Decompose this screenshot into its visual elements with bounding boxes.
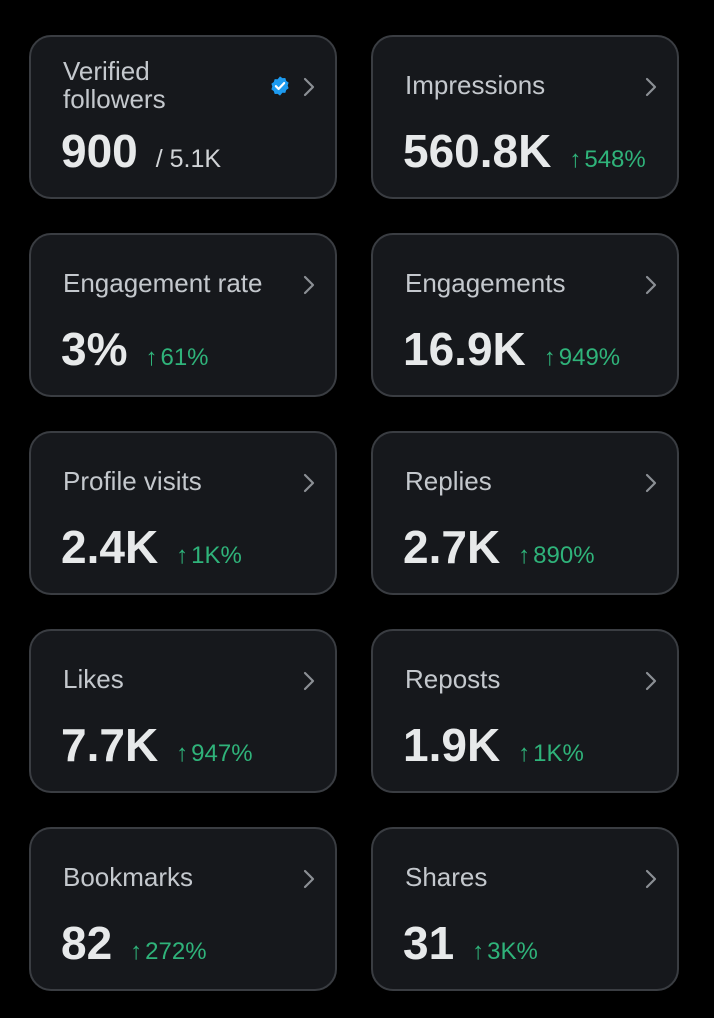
arrow-up-icon: ↑ bbox=[176, 542, 189, 569]
metric-card-replies[interactable]: Replies 2.7K ↑ 890% bbox=[371, 431, 679, 595]
metric-label: Engagement rate bbox=[63, 268, 263, 298]
metric-change: ↑ 949% bbox=[544, 344, 620, 372]
metric-value: 900 bbox=[61, 125, 138, 177]
metric-change-value: 949% bbox=[558, 344, 621, 371]
metric-change: ↑ 61% bbox=[145, 344, 208, 372]
metric-value-row: 31 ↑ 3K% bbox=[403, 913, 538, 973]
chevron-right-icon[interactable] bbox=[641, 669, 661, 693]
metric-value: 82 bbox=[61, 917, 113, 969]
metric-change-value: 1K% bbox=[191, 542, 242, 569]
metric-value-row: 3% ↑ 61% bbox=[61, 319, 209, 379]
arrow-up-icon: ↑ bbox=[518, 740, 531, 767]
chevron-right-icon[interactable] bbox=[299, 273, 319, 297]
metric-value: 2.7K bbox=[403, 521, 501, 573]
metric-card-profile-visits[interactable]: Profile visits 2.4K ↑ 1K% bbox=[29, 431, 337, 595]
chevron-right-icon[interactable] bbox=[299, 471, 319, 495]
metric-label: Bookmarks bbox=[63, 862, 194, 892]
metric-value: 16.9K bbox=[403, 323, 526, 375]
metric-label: Impressions bbox=[405, 70, 546, 100]
chevron-right-icon[interactable] bbox=[641, 867, 661, 891]
chevron-right-icon[interactable] bbox=[641, 471, 661, 495]
metric-card-shares[interactable]: Shares 31 ↑ 3K% bbox=[371, 827, 679, 991]
metric-total: / 5.1K bbox=[155, 145, 222, 173]
metric-change: ↑ 3K% bbox=[472, 938, 538, 966]
arrow-up-icon: ↑ bbox=[176, 740, 189, 767]
metric-value-row: 1.9K ↑ 1K% bbox=[403, 715, 584, 775]
metric-change: ↑ 272% bbox=[130, 938, 206, 966]
metric-card-engagement-rate[interactable]: Engagement rate 3% ↑ 61% bbox=[29, 233, 337, 397]
arrow-up-icon: ↑ bbox=[145, 344, 158, 371]
metric-value-row: 900 / 5.1K bbox=[61, 121, 221, 181]
metric-card-impressions[interactable]: Impressions 560.8K ↑ 548% bbox=[371, 35, 679, 199]
arrow-up-icon: ↑ bbox=[518, 542, 531, 569]
chevron-right-icon[interactable] bbox=[299, 669, 319, 693]
metric-label: Replies bbox=[405, 466, 492, 496]
metric-value: 2.4K bbox=[61, 521, 159, 573]
metric-change: ↑ 890% bbox=[518, 542, 594, 570]
metric-value-row: 7.7K ↑ 947% bbox=[61, 715, 253, 775]
chevron-right-icon[interactable] bbox=[641, 75, 661, 99]
metric-change-value: 3K% bbox=[487, 938, 538, 965]
metric-card-engagements[interactable]: Engagements 16.9K ↑ 949% bbox=[371, 233, 679, 397]
chevron-right-icon[interactable] bbox=[641, 273, 661, 297]
metric-change-value: 890% bbox=[533, 542, 595, 569]
metric-value: 7.7K bbox=[61, 719, 159, 771]
arrow-up-icon: ↑ bbox=[472, 938, 485, 965]
metric-change: ↑ 1K% bbox=[518, 740, 584, 768]
metric-label: Shares bbox=[405, 862, 488, 892]
chevron-right-icon[interactable] bbox=[299, 75, 319, 99]
metric-label: Verified followers bbox=[63, 56, 166, 114]
chevron-right-icon[interactable] bbox=[299, 867, 319, 891]
metric-card-likes[interactable]: Likes 7.7K ↑ 947% bbox=[29, 629, 337, 793]
metric-value-row: 2.4K ↑ 1K% bbox=[61, 517, 242, 577]
metric-value: 560.8K bbox=[403, 125, 552, 177]
verified-badge-icon bbox=[271, 76, 289, 96]
metric-card-reposts[interactable]: Reposts 1.9K ↑ 1K% bbox=[371, 629, 679, 793]
metric-value: 31 bbox=[403, 917, 455, 969]
metric-card-verified-followers[interactable]: Verified followers 900 / 5.1K bbox=[29, 35, 337, 199]
metric-label: Profile visits bbox=[63, 466, 202, 496]
metric-change-value: 947% bbox=[191, 740, 253, 767]
metric-change-value: 1K% bbox=[533, 740, 584, 767]
metric-change-value: 548% bbox=[584, 146, 646, 173]
metric-label: Engagements bbox=[405, 268, 566, 298]
metric-change: ↑ 1K% bbox=[176, 542, 242, 570]
arrow-up-icon: ↑ bbox=[130, 938, 143, 965]
metric-value-row: 82 ↑ 272% bbox=[61, 913, 207, 973]
metric-change-value: 272% bbox=[145, 938, 207, 965]
metric-value-row: 2.7K ↑ 890% bbox=[403, 517, 595, 577]
metric-change-value: 61% bbox=[160, 344, 209, 371]
metric-value: 1.9K bbox=[403, 719, 501, 771]
metric-change: ↑ 548% bbox=[569, 146, 645, 174]
metric-value-row: 16.9K ↑ 949% bbox=[403, 319, 620, 379]
metric-value: 3% bbox=[61, 323, 128, 375]
metric-label: Reposts bbox=[405, 664, 501, 694]
arrow-up-icon: ↑ bbox=[569, 146, 582, 173]
metric-change: ↑ 947% bbox=[176, 740, 252, 768]
arrow-up-icon: ↑ bbox=[543, 344, 556, 371]
metric-value-row: 560.8K ↑ 548% bbox=[403, 121, 646, 181]
metric-card-bookmarks[interactable]: Bookmarks 82 ↑ 272% bbox=[29, 827, 337, 991]
metric-label: Likes bbox=[63, 664, 124, 694]
